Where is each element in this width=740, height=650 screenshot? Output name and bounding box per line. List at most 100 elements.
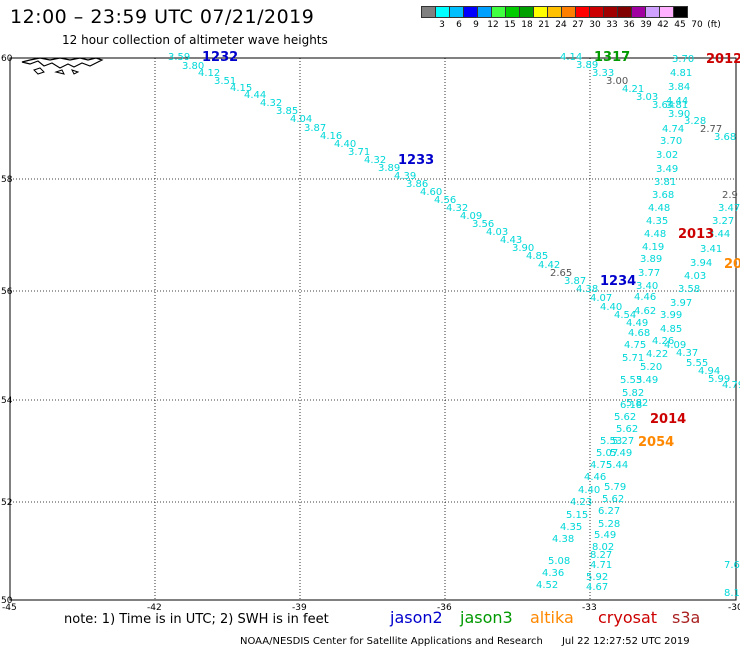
legend-label: (ft) (707, 20, 721, 30)
swh-value: 5.49 (594, 530, 616, 541)
swh-value: 4.56 (434, 195, 456, 206)
swh-value: 5.20 (640, 362, 662, 373)
swh-value: 4.60 (420, 187, 442, 198)
swh-value: 5.62 (616, 424, 638, 435)
swh-value: 3.87 (564, 276, 586, 287)
swh-value: 3.99 (660, 310, 682, 321)
swh-value: 4.16 (320, 131, 342, 142)
swh-value: 3.84 (668, 82, 690, 93)
swh-value: 4.03 (486, 227, 508, 238)
swh-value: 4.62 (634, 306, 656, 317)
color-scale-legend: 3 6 9 12 15 18 21 24 27 30 33 36 39 42 45 70 (ft) (421, 6, 740, 32)
swh-value: 4.85 (526, 251, 548, 262)
swh-value: 3.89 (576, 60, 598, 71)
swh-value: 3.40 (636, 281, 658, 292)
credit-text: NOAA/NESDIS Center for Satellite Applica… (240, 636, 543, 647)
swh-value: 5.28 (598, 519, 620, 530)
map-frame (9, 57, 737, 601)
swh-value: 4.44 (244, 90, 266, 101)
swh-value: 4.48 (644, 229, 666, 240)
swh-value: 5.71 (622, 353, 644, 364)
swh-value: 3.58 (678, 284, 700, 295)
swh-value: 3.87 (304, 123, 326, 134)
swh-value: 3.68 (652, 190, 674, 201)
swh-value: 3.94 (690, 258, 712, 269)
track-id-label: 1232 (202, 50, 238, 65)
swh-value: 4.38 (552, 534, 574, 545)
swh-value: 3.41 (700, 244, 722, 255)
swh-value: 4.49 (626, 318, 648, 329)
swh-value: 4.40 (334, 139, 356, 150)
swh-value: 4.79 (722, 380, 740, 391)
lon-label: -33 (582, 603, 597, 613)
lat-label: 54 (1, 396, 13, 406)
track-id-label: 20 (724, 257, 740, 272)
swh-value: 4.23 (570, 497, 592, 508)
swh-value: 3.00 (606, 76, 628, 87)
swh-value: 5.27 (612, 436, 634, 447)
timestamp: Jul 22 12:27:52 UTC 2019 (561, 636, 690, 647)
latitude-labels: 60 58 56 54 52 50 (1, 54, 13, 606)
swh-value: 3.81 (654, 177, 676, 188)
swh-value: 4.75 (624, 340, 646, 351)
satellite-label-jason3: jason3 (460, 608, 513, 627)
legend-label: 42 (657, 20, 669, 30)
lon-label: -39 (292, 603, 307, 613)
swh-value: 4.32 (364, 155, 386, 166)
swh-value: 7.67 (724, 560, 740, 571)
swh-value: 3.80 (182, 61, 204, 72)
track-id-label: 2013 (678, 227, 714, 242)
swh-value: 3.68 (714, 132, 736, 143)
swh-value: 4.22 (646, 349, 668, 360)
legend-label: 45 (674, 20, 686, 30)
swh-value: 4.32 (260, 98, 282, 109)
swh-value: 4.94 (698, 366, 720, 377)
page-title: 12:00 – 23:59 UTC 07/21/2019 (10, 6, 315, 28)
swh-value: 4.68 (628, 328, 650, 339)
swh-value: 5.62 (602, 494, 624, 505)
swh-value: 4.42 (538, 260, 560, 271)
swh-value: 4.40 (578, 485, 600, 496)
swh-value: 5.82 (626, 398, 648, 409)
lat-label: 58 (1, 175, 13, 185)
swh-value: 3.33 (592, 68, 614, 79)
legend-label: 18 (521, 20, 533, 30)
swh-value: 8.15 (724, 588, 740, 599)
track-id-label: 1317 (594, 50, 630, 65)
swh-value: 4.21 (622, 84, 644, 95)
swh-value: 4.09 (664, 340, 686, 351)
swh-value: 3.70 (660, 136, 682, 147)
swh-value: 4.75 (590, 460, 612, 471)
swh-value: 4.37 (676, 348, 698, 359)
swh-value: 5.49 (636, 375, 658, 386)
swh-value: 4.09 (460, 211, 482, 222)
swh-value: 3.77 (638, 268, 660, 279)
swh-value: 5.15 (566, 510, 588, 521)
swh-value: 5.08 (548, 556, 570, 567)
swh-value: 2.9 (722, 190, 738, 201)
swh-value: 3.56 (472, 219, 494, 230)
legend-swatches (421, 6, 740, 18)
swh-value: 4.39 (394, 171, 416, 182)
swh-value: 3.90 (512, 243, 534, 254)
swh-value: 4.67 (586, 582, 608, 593)
lat-label: 52 (1, 498, 12, 508)
lon-label: -30 (728, 603, 740, 613)
lat-lon-grid (9, 57, 737, 601)
swh-value: 3.27 (712, 216, 734, 227)
lon-label: -45 (2, 603, 17, 613)
swh-value: 4.85 (660, 324, 682, 335)
legend-label: 30 (589, 20, 601, 30)
track-id-label: 2054 (638, 435, 674, 450)
swh-value: 3.03 (636, 92, 658, 103)
swh-value: 3.90 (668, 109, 690, 120)
swh-value: 3.89 (378, 163, 400, 174)
swh-value: 3.64 (652, 100, 674, 111)
swh-value: 8.02 (592, 542, 614, 553)
swh-value: 4.40 (600, 302, 622, 313)
swh-value: 3.89 (640, 254, 662, 265)
swh-value: 4.19 (642, 242, 664, 253)
swh-value: 4.38 (576, 284, 598, 295)
swh-value: 3.81 (666, 100, 688, 111)
